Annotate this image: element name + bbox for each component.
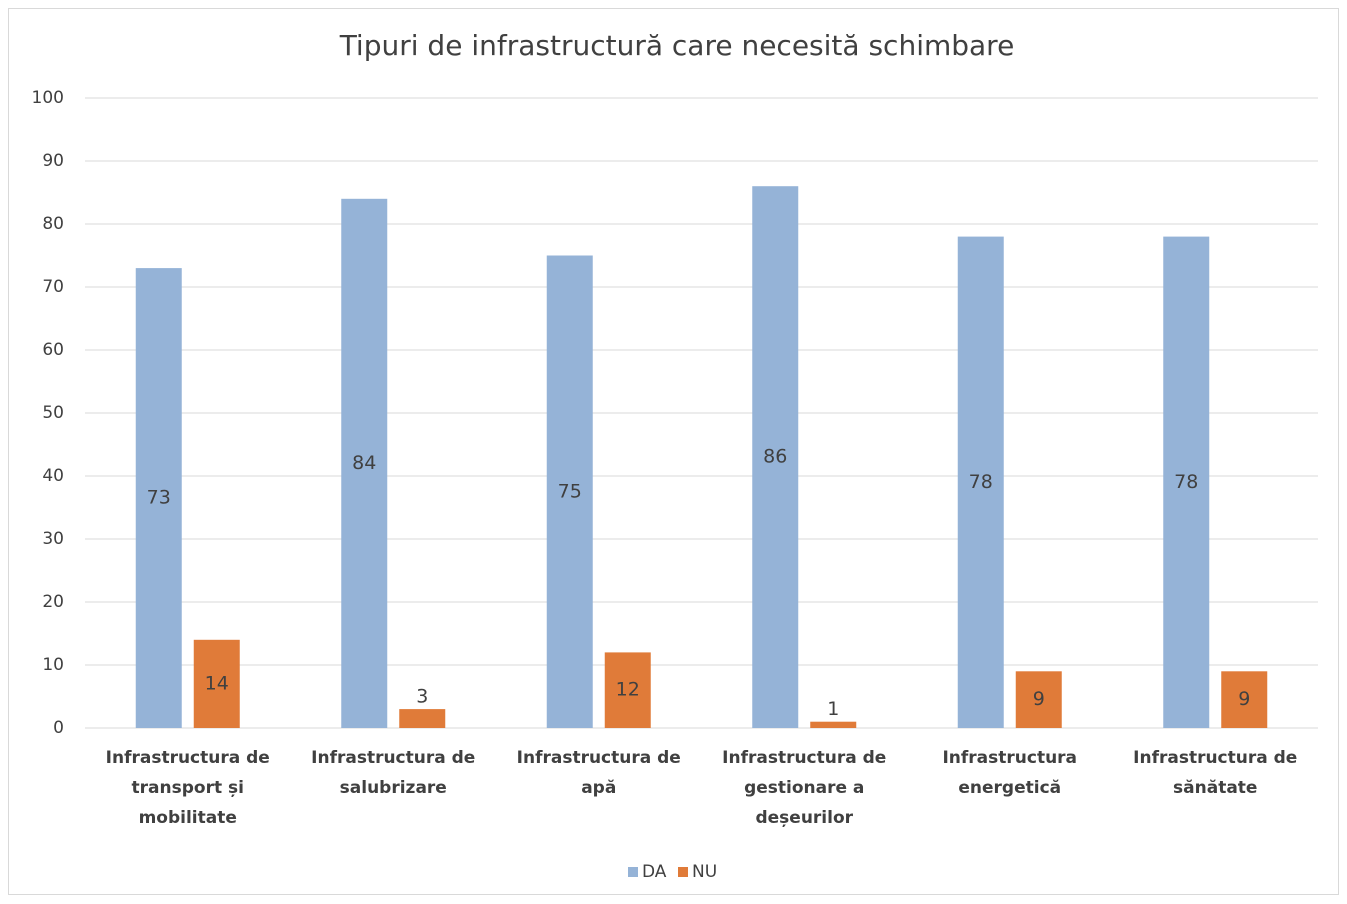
bar (193, 639, 240, 728)
legend-swatch (628, 867, 638, 877)
data-label: 9 (1033, 688, 1045, 710)
bar (1163, 236, 1210, 728)
bar (810, 721, 857, 728)
legend-label: DA (642, 862, 667, 882)
bar (399, 709, 446, 728)
data-label: 73 (147, 487, 171, 509)
data-label: 78 (969, 471, 993, 493)
bar (604, 652, 651, 728)
bar (546, 255, 593, 728)
bar (1221, 671, 1268, 728)
y-tick-label: 20 (42, 592, 64, 612)
x-tick-label: Infrastructura de transport și mobilitat… (105, 748, 270, 828)
x-tick-label: Infrastructura energetică (942, 748, 1078, 798)
bar (957, 236, 1004, 728)
chart-frame (8, 8, 1339, 895)
bar (135, 268, 182, 728)
y-tick-label: 0 (53, 718, 64, 738)
data-label: 86 (763, 446, 787, 468)
x-tick-label: Infrastructura de sănătate (1133, 748, 1298, 798)
data-label: 3 (416, 686, 428, 708)
y-tick-label: 100 (32, 88, 64, 108)
bar (752, 186, 799, 728)
y-tick-label: 80 (42, 214, 64, 234)
x-tick-label: Infrastructura de gestionare a deșeurilo… (722, 748, 887, 828)
data-label: 9 (1238, 688, 1250, 710)
x-tick-label: Infrastructura de salubrizare (311, 748, 476, 798)
data-label: 84 (352, 452, 376, 474)
y-tick-label: 70 (42, 277, 64, 297)
y-tick-label: 60 (42, 340, 64, 360)
chart-title: Tipuri de infrastructură care necesită s… (339, 29, 1015, 62)
legend-label: NU (692, 862, 717, 882)
legend-swatch (678, 867, 688, 877)
y-tick-label: 30 (42, 529, 64, 549)
y-tick-label: 40 (42, 466, 64, 486)
y-tick-label: 90 (42, 151, 64, 171)
bar (1015, 671, 1062, 728)
data-label: 12 (616, 679, 640, 701)
y-tick-label: 50 (42, 403, 64, 423)
data-label: 14 (205, 672, 229, 694)
data-label: 75 (558, 480, 582, 502)
data-label: 78 (1174, 471, 1198, 493)
bar (341, 198, 388, 729)
x-tick-label: Infrastructura de apă (516, 748, 681, 798)
y-tick-label: 10 (42, 655, 64, 675)
data-label: 1 (827, 698, 839, 720)
